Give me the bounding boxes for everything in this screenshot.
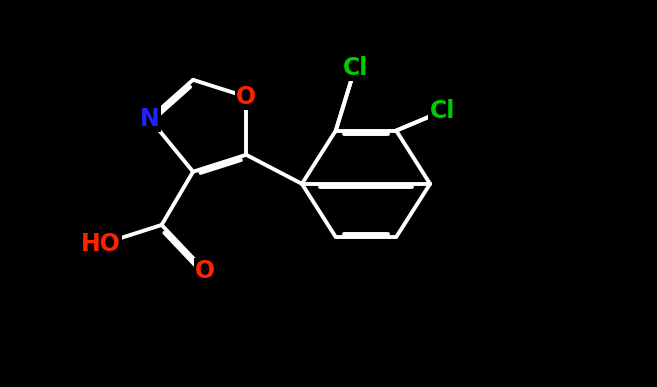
Text: N: N [140,106,160,130]
Text: Cl: Cl [342,56,368,80]
Text: O: O [237,85,256,109]
Text: HO: HO [81,232,121,256]
Text: Cl: Cl [430,99,455,123]
Text: O: O [195,259,215,283]
